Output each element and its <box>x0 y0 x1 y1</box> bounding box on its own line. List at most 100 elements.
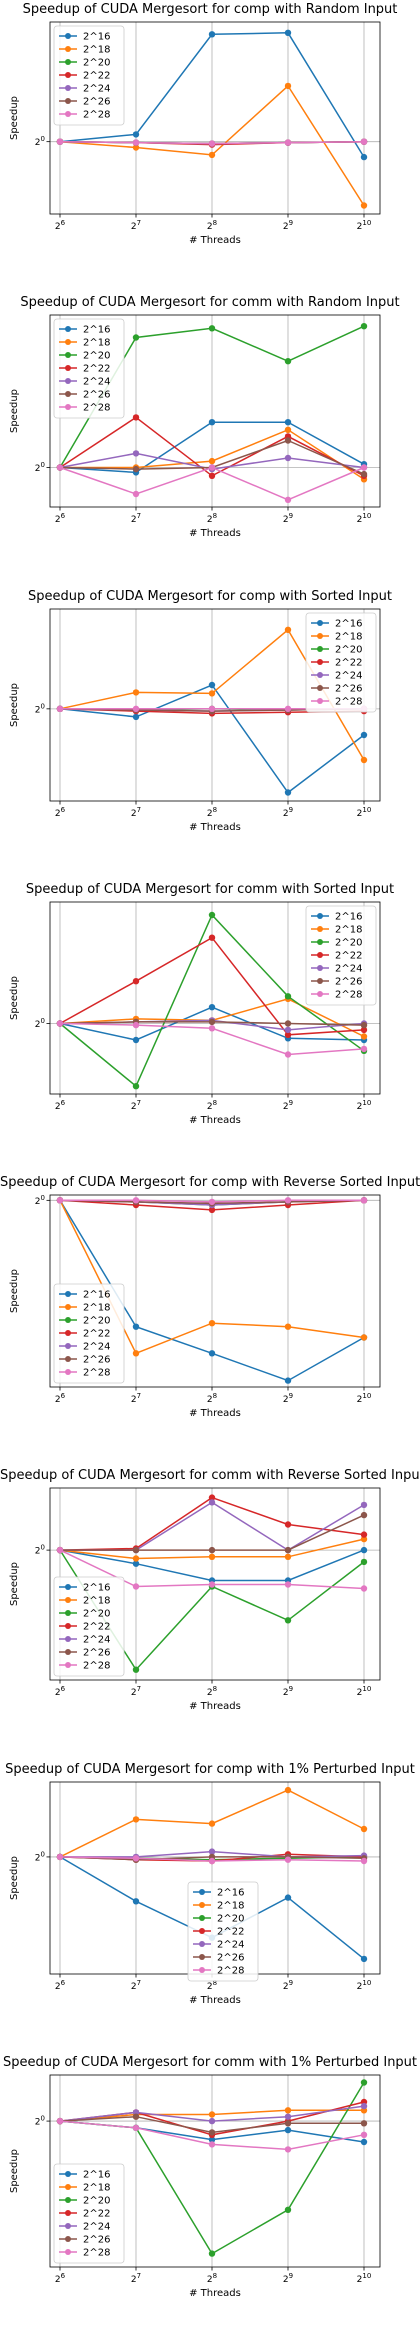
data-point <box>360 464 368 471</box>
y-tick-label-base: 2 <box>35 464 41 474</box>
x-tick-label-exponent: 8 <box>213 512 217 520</box>
x-tick-label-base: 2 <box>207 1688 213 1698</box>
data-point <box>284 1051 292 1058</box>
data-point <box>132 689 140 696</box>
legend-label: 2^24 <box>335 671 362 682</box>
data-point <box>360 1558 368 1566</box>
chart-title: Speedup of CUDA Mergesort for comm with … <box>0 1468 420 1483</box>
legend-label: 2^20 <box>335 645 362 656</box>
data-point <box>208 681 216 689</box>
data-point <box>360 1021 368 1029</box>
x-axis-label: # Threads <box>189 822 241 833</box>
legend-item: 2^20 <box>311 645 362 656</box>
legend-label: 2^24 <box>83 1342 110 1353</box>
legend-label: 2^28 <box>83 403 110 414</box>
data-point <box>208 1848 216 1855</box>
data-point <box>208 1025 216 1032</box>
data-point <box>208 705 216 712</box>
x-tick-label-exponent: 7 <box>137 806 141 814</box>
legend-swatch-marker <box>65 352 71 358</box>
x-tick-label: 29 <box>283 1099 293 1112</box>
legend-item: 2^28 <box>59 403 110 414</box>
legend-swatch-marker <box>317 939 323 945</box>
x-tick-label-base: 2 <box>131 515 137 525</box>
x-tick-label: 27 <box>131 1979 141 1992</box>
legend-swatch-marker <box>199 1889 205 1895</box>
legend-item: 2^28 <box>59 2248 110 2259</box>
data-point <box>132 1546 140 1554</box>
legend-label: 2^26 <box>83 97 110 108</box>
data-point <box>284 789 292 796</box>
x-tick-label-exponent: 7 <box>137 1099 141 1107</box>
legend-label: 2^20 <box>83 1316 110 1327</box>
legend-item: 2^26 <box>59 1648 110 1659</box>
x-tick-label: 26 <box>55 1392 66 1405</box>
legend-item: 2^26 <box>59 390 110 401</box>
x-tick-label-exponent: 9 <box>289 512 293 520</box>
x-tick-label-exponent: 8 <box>213 2272 217 2280</box>
x-tick-label: 29 <box>283 1392 293 1405</box>
data-point <box>360 1501 368 1509</box>
x-tick-label-exponent: 9 <box>289 2272 293 2280</box>
data-point <box>284 1026 292 1034</box>
chart-panel-4: Speedup of CUDA Mergesort for comm with … <box>0 880 420 1173</box>
data-point <box>360 1955 368 1963</box>
data-point <box>208 911 216 919</box>
legend-item: 2^20 <box>193 1914 244 1925</box>
x-tick-label-exponent: 9 <box>289 806 293 814</box>
data-point <box>208 1553 216 1560</box>
data-point <box>284 82 292 90</box>
data-point <box>56 138 64 145</box>
x-tick-label: 28 <box>207 512 217 525</box>
data-point <box>360 1825 368 1833</box>
data-point <box>284 2107 292 2114</box>
data-point <box>208 2141 216 2148</box>
data-point <box>360 2131 368 2138</box>
x-tick-label: 29 <box>283 1979 293 1992</box>
legend-label: 2^20 <box>217 1914 244 1925</box>
data-point <box>208 31 216 38</box>
x-tick-label-exponent: 6 <box>61 1685 66 1693</box>
legend-label: 2^20 <box>83 58 110 69</box>
series-2^28 <box>56 1853 368 1865</box>
x-tick-label: 27 <box>131 512 141 525</box>
data-point <box>132 334 140 341</box>
data-point <box>284 2113 292 2120</box>
y-tick-label-base: 2 <box>35 1547 41 1557</box>
legend-label: 2^16 <box>83 32 110 43</box>
x-tick-label-exponent: 7 <box>137 1979 141 1987</box>
chart-title: Speedup of CUDA Mergesort for comp with … <box>5 1762 415 1777</box>
data-point <box>284 1553 292 1560</box>
x-tick-label: 210 <box>357 1685 372 1698</box>
x-tick-label-base: 2 <box>131 1688 137 1698</box>
legend-swatch-marker <box>199 1941 205 1947</box>
x-tick-label-base: 2 <box>283 1688 289 1698</box>
x-tick-label-exponent: 6 <box>61 1099 66 1107</box>
legend-label: 2^26 <box>217 1953 244 1964</box>
x-tick-label-exponent: 6 <box>61 1979 66 1987</box>
legend: 2^16 2^18 2^20 2^22 2^24 2^26 2^28 <box>53 2163 125 2264</box>
data-point <box>360 153 368 161</box>
legend-item: 2^28 <box>59 110 110 121</box>
data-point <box>132 1583 140 1590</box>
legend-label: 2^18 <box>335 925 362 936</box>
y-tick-label: 20 <box>35 461 45 474</box>
data-point <box>284 496 292 503</box>
legend-item: 2^22 <box>59 364 110 375</box>
data-point <box>284 993 292 1000</box>
x-tick-label-exponent: 9 <box>289 1392 293 1400</box>
legend-swatch-marker <box>65 2236 71 2242</box>
chart-title: Speedup of CUDA Mergesort for comp with … <box>22 2 398 17</box>
data-point <box>56 1853 64 1861</box>
legend-item: 2^26 <box>59 97 110 108</box>
series-2^28 <box>56 138 368 147</box>
legend-item: 2^24 <box>193 1940 244 1951</box>
data-point <box>360 2120 368 2127</box>
legend-item: 2^24 <box>59 84 110 95</box>
legend: 2^16 2^18 2^20 2^22 2^24 2^26 2^28 <box>53 1576 125 1677</box>
x-tick-label-exponent: 10 <box>362 1979 371 1987</box>
legend-item: 2^18 <box>59 1303 110 1314</box>
